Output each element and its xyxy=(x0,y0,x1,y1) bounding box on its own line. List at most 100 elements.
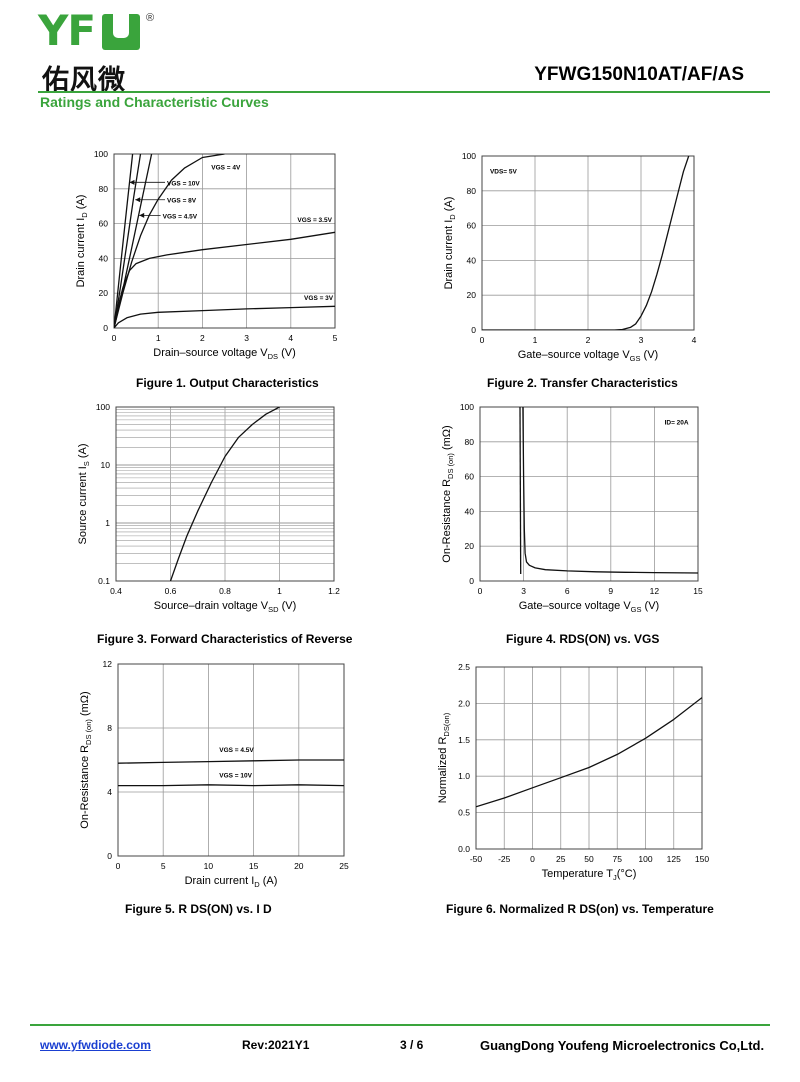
y-axis-label: On-Resistance RDS (on) (mΩ) xyxy=(441,425,455,562)
figure-5-rdson-vs-id: 0 5 10 15 20 25 0 4 8 12 Drain current ID (A) On-Re… xyxy=(79,656,362,892)
y-tick-label: 0 xyxy=(471,325,476,335)
x-tick-label: 12 xyxy=(650,586,660,596)
series-annotation: VGS = 4V xyxy=(211,165,241,172)
x-axis-label: Gate–source voltage VGS (V) xyxy=(518,349,658,363)
header-divider xyxy=(38,91,770,93)
x-tick-label: 9 xyxy=(608,586,613,596)
series-line-curve-0 xyxy=(476,697,702,808)
x-tick-label: 6 xyxy=(565,586,570,596)
series-annotation: VGS = 3.5V xyxy=(297,217,332,224)
x-axis-label: Source–drain voltage VSD (V) xyxy=(154,600,297,614)
x-tick-label: 0 xyxy=(478,586,483,596)
x-tick-label: 4 xyxy=(288,333,293,343)
logo-u-mark xyxy=(102,14,140,50)
y-tick-label: 1.5 xyxy=(458,735,470,745)
series-annotation: VGS = 3V xyxy=(304,295,334,302)
y-tick-label: 1 xyxy=(105,518,110,528)
series-annotation: VGS = 10V xyxy=(167,180,200,187)
x-tick-label: 3 xyxy=(244,333,249,343)
y-tick-label: 0.1 xyxy=(98,576,110,586)
x-tick-label: 0 xyxy=(116,861,121,871)
x-tick-label: 100 xyxy=(638,854,652,864)
footer-page: 3 / 6 xyxy=(400,1038,424,1052)
y-tick-label: 40 xyxy=(465,506,475,516)
figure-4-caption: Figure 4. RDS(ON) vs. VGS xyxy=(506,632,660,646)
logo-chinese: 佑风微 xyxy=(42,65,126,96)
x-tick-label: 50 xyxy=(584,854,594,864)
footer-divider xyxy=(30,1024,770,1026)
plot-frame xyxy=(113,153,336,329)
series-annotation: VGS = 4.5V xyxy=(219,747,254,754)
y-axis-label: Drain current ID (A) xyxy=(443,197,457,290)
y-tick-label: 80 xyxy=(465,437,475,447)
x-tick-label: -50 xyxy=(470,854,483,864)
y-tick-label: 4 xyxy=(107,787,112,797)
y-tick-label: 20 xyxy=(467,290,477,300)
x-tick-label: 3 xyxy=(521,586,526,596)
logo-latin: YF xyxy=(38,6,96,55)
company-logo: YF ® 佑风微 xyxy=(38,6,158,97)
x-axis-label: Gate–source voltage VGS (V) xyxy=(519,600,659,614)
y-tick-label: 0 xyxy=(103,323,108,333)
y-tick-label: 100 xyxy=(94,149,108,159)
annotation-arrowhead xyxy=(139,212,145,218)
x-tick-label: 5 xyxy=(161,861,166,871)
y-tick-label: 10 xyxy=(101,460,111,470)
x-tick-label: 10 xyxy=(204,861,214,871)
y-tick-label: 60 xyxy=(467,221,477,231)
y-axis-label: Drain current ID (A) xyxy=(75,195,89,288)
y-tick-label: 0.5 xyxy=(458,808,470,818)
x-tick-label: 1 xyxy=(533,335,538,345)
logo-registered-mark: ® xyxy=(146,12,155,24)
series-line-vgs-8v xyxy=(114,154,142,328)
series-annotation: VGS = 4.5V xyxy=(163,213,198,220)
series-annotation: VDS= 5V xyxy=(490,168,518,175)
y-tick-label: 100 xyxy=(96,402,110,412)
figure-1-output-characteristics: 0 1 2 3 4 5 0 20 40 60 80 100 Drain–source voltage V… xyxy=(70,148,360,368)
x-tick-label: 0 xyxy=(480,335,485,345)
figure-3-caption: Figure 3. Forward Characteristics of Rev… xyxy=(97,632,353,646)
y-tick-label: 1.0 xyxy=(458,771,470,781)
y-tick-label: 2.0 xyxy=(458,698,470,708)
series-line-curve-0 xyxy=(169,407,280,581)
series-line-vgs-3.5v xyxy=(114,231,335,328)
x-tick-label: 3 xyxy=(639,335,644,345)
series-annotation: ID= 20A xyxy=(665,419,689,426)
plot-frame xyxy=(115,406,335,582)
y-tick-label: 2.5 xyxy=(458,662,470,672)
y-axis-label: On-Resistance RDS (on) (mΩ) xyxy=(79,691,93,828)
section-title: Ratings and Characteristic Curves xyxy=(40,94,269,110)
figure-6-caption: Figure 6. Normalized R DS(on) vs. Temper… xyxy=(446,902,714,916)
series-line-id-20a xyxy=(522,407,698,574)
y-tick-label: 0.0 xyxy=(458,844,470,854)
series-line-vgs-4.5v xyxy=(118,759,344,764)
annotation-arrowhead xyxy=(129,179,135,185)
footer-website[interactable]: www.yfwdiode.com xyxy=(40,1038,151,1052)
chart-fig4: 0 3 6 9 12 15 0 20 40 60 80 100 Gate–source voltage … xyxy=(441,402,703,614)
y-tick-label: 80 xyxy=(467,186,477,196)
x-tick-label: 150 xyxy=(695,854,709,864)
x-tick-label: 1.2 xyxy=(328,586,340,596)
chart-fig6: -50 -25 0 25 50 75 100 125 150 0.0 0.5 1.0 1.5 2.0 2.5… xyxy=(437,662,709,882)
y-axis-label: Normalized RDS(on) xyxy=(437,712,451,803)
series-line-vds-5v xyxy=(482,156,690,330)
x-tick-label: 0.4 xyxy=(110,586,122,596)
x-tick-label: -25 xyxy=(498,854,511,864)
x-tick-label: 125 xyxy=(667,854,681,864)
y-tick-label: 100 xyxy=(460,402,474,412)
y-tick-label: 8 xyxy=(107,723,112,733)
figure-2-transfer-characteristics: 0 1 2 3 4 0 20 40 60 80 100 Gate–source voltage VGS… xyxy=(443,148,714,368)
part-number: YFWG150N10AT/AF/AS xyxy=(534,64,744,85)
x-tick-label: 0.8 xyxy=(219,586,231,596)
series-annotation: VGS = 10V xyxy=(219,773,252,780)
x-tick-label: 0 xyxy=(112,333,117,343)
y-tick-label: 0 xyxy=(469,576,474,586)
series-line-vgs-10v xyxy=(114,154,134,328)
x-tick-label: 25 xyxy=(556,854,566,864)
x-axis-label: Drain–source voltage VDS (V) xyxy=(153,347,296,361)
y-tick-label: 20 xyxy=(465,541,475,551)
figure-4-rdson-vs-vgs: 0 3 6 9 12 15 0 20 40 60 80 100 Gate–source voltage … xyxy=(440,400,720,620)
y-tick-label: 40 xyxy=(99,253,109,263)
website-link[interactable]: www.yfwdiode.com xyxy=(40,1038,151,1052)
